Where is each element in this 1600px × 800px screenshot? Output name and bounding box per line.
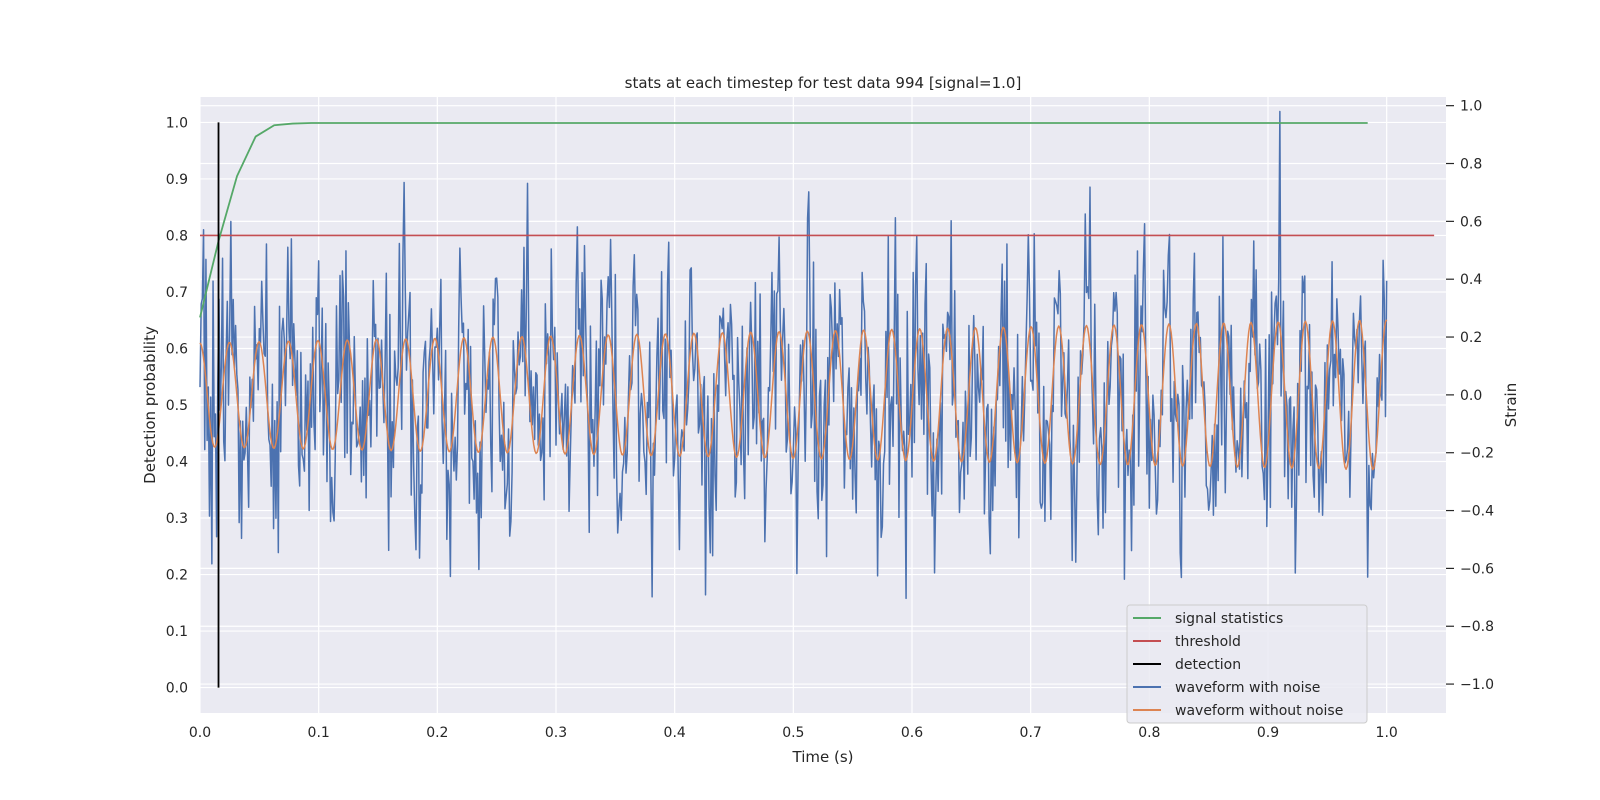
x-tick-label: 0.8 [1138,725,1160,741]
chart-title: stats at each timestep for test data 994… [625,74,1022,92]
legend-box [1126,604,1368,724]
y-tick-label: 0.7 [166,285,188,301]
waveform-with-noise-line [199,110,1388,600]
x-tick-label: 0.2 [426,725,448,741]
x-tick-label: 1.0 [1376,725,1398,741]
y-tick-label: 0.3 [166,511,188,527]
waveform-with-noise-series [199,110,1388,600]
axis-ticks: 0.0 0.1 0.2 0.3 0.4 0.5 0.6 0.7 0.8 0.9 1.0 0.0 0.1 0… [166,99,1494,741]
y2-tick-label: −0.2 [1460,446,1494,462]
y2-tick-label: −0.4 [1460,504,1494,520]
signal-statistics-line [199,122,1368,318]
x-tick-label: 0.7 [1020,725,1042,741]
legend-label-signal-statistics: signal statistics [1175,611,1283,627]
y2-axis-label: Strain [1502,383,1520,427]
y-tick-label: 0.0 [166,681,188,697]
y-tick-label: 0.4 [166,455,188,471]
y2-tick-label: −1.0 [1460,677,1494,693]
y2-tick-label: 0.2 [1460,330,1482,346]
y2-tick-label: 1.0 [1460,99,1482,115]
y2-tick-label: 0.6 [1460,214,1482,230]
x-tick-label: 0.1 [308,725,330,741]
waveform-without-noise-line [199,319,1388,471]
legend-label-waveform-with-noise: waveform with noise [1175,680,1320,696]
y-tick-label: 0.5 [166,398,188,414]
y2-tick-label: 0.8 [1460,157,1482,173]
y-tick-label: 0.9 [166,172,188,188]
legend-label-detection: detection [1175,657,1241,673]
y-tick-label: 0.6 [166,341,188,357]
y2-tick-label: 0.0 [1460,388,1482,404]
legend: signal statistics threshold detection wa… [1126,604,1368,724]
x-tick-label: 0.3 [545,725,567,741]
x-tick-label: 0.6 [901,725,923,741]
x-tick-label: 0.4 [664,725,686,741]
y-tick-label: 0.8 [166,228,188,244]
y-tick-label: 1.0 [166,115,188,131]
signal-statistics-series [199,122,1435,688]
y2-tick-label: −0.6 [1460,561,1494,577]
x-tick-label: 0.9 [1257,725,1279,741]
waveform-without-noise-series [199,319,1388,471]
y2-tick-label: 0.4 [1460,272,1482,288]
x-axis-label: Time (s) [792,748,854,766]
legend-label-waveform-without-noise: waveform without noise [1175,703,1343,719]
x-tick-label: 0.5 [782,725,804,741]
y-tick-label: 0.2 [166,568,188,584]
y-tick-label: 0.1 [166,624,188,640]
y-axis-label: Detection probability [141,326,159,484]
y2-tick-label: −0.8 [1460,619,1494,635]
legend-label-threshold: threshold [1175,634,1241,650]
x-tick-label: 0.0 [189,725,211,741]
